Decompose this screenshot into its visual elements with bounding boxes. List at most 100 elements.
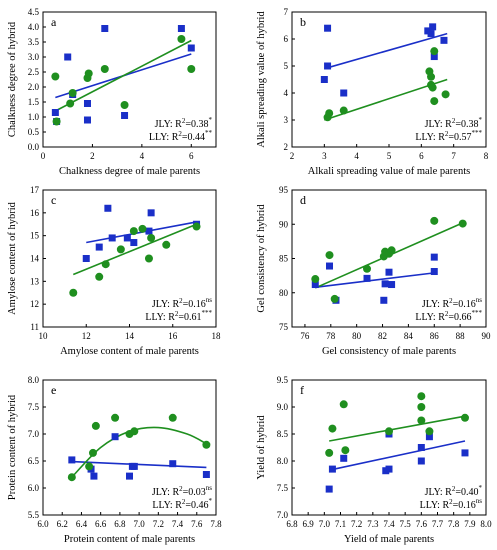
data-point-jly: [83, 116, 91, 124]
panel-f: 6.8 6.9 7.0 7.1 7.2 7.3 7.4 7.5 7.6 7.7 7.8 7.9 8.0 7…: [256, 375, 492, 545]
data-point-lly: [325, 109, 334, 118]
x-tick-label: 7.4: [172, 519, 184, 529]
r2-label: LLY: R: [415, 312, 445, 323]
data-point-lly: [330, 294, 339, 303]
panel-letter: a: [51, 15, 57, 29]
data-point-jly: [326, 262, 334, 270]
data-point-lly: [66, 99, 75, 108]
x-tick-label: 2: [90, 151, 95, 161]
y-tick-label: 75: [279, 322, 289, 332]
r2-label: JLY: R: [152, 487, 180, 498]
data-point-lly: [430, 97, 439, 106]
data-point-lly: [162, 240, 171, 249]
x-tick-label: 7.0: [319, 519, 331, 529]
data-point-jly: [417, 444, 425, 451]
x-tick-label: 7.9: [464, 519, 476, 529]
y-tick-label: 3.0: [28, 52, 40, 62]
y-tick-label: 16: [30, 208, 40, 218]
data-point-jly: [324, 24, 332, 32]
data-point-jly: [427, 30, 435, 38]
data-point-jly: [325, 485, 333, 493]
r2-significance: *: [209, 116, 213, 124]
data-point-lly: [460, 413, 469, 422]
r2-significance: ***: [472, 129, 483, 137]
data-point-jly: [51, 109, 59, 116]
fit-line-lly: [72, 223, 197, 276]
x-tick-label: 7.2: [351, 519, 362, 529]
x-tick-label: 90: [482, 331, 492, 341]
y-tick-label: 2.5: [28, 67, 40, 77]
x-tick-label: 6.6: [95, 519, 107, 529]
x-tick-label: 7.6: [416, 519, 428, 529]
r2-exponent: 2: [452, 117, 456, 125]
data-point-jly: [104, 204, 112, 212]
data-point-lly: [85, 462, 94, 471]
y-tick-label: 0.5: [28, 127, 40, 137]
x-tick-label: 7.4: [383, 519, 395, 529]
x-tick-label: 7.0: [133, 519, 145, 529]
x-tick-label: 12: [82, 331, 91, 341]
data-point-lly: [111, 413, 120, 422]
data-point-lly: [328, 424, 337, 433]
plot-frame: [42, 11, 217, 148]
r2-exponent: 2: [452, 485, 456, 493]
y-tick-label: 6.5: [28, 456, 40, 466]
x-tick-label: 16: [168, 331, 178, 341]
r2-value: =0.16: [183, 299, 206, 310]
data-point-lly: [427, 72, 436, 81]
data-point-jly: [130, 462, 138, 470]
data-point-jly: [311, 281, 319, 289]
data-point-jly: [328, 465, 336, 473]
r2-exponent: 2: [445, 130, 449, 138]
y-tick-label: 14: [30, 254, 40, 264]
y-tick-label: 3.5: [28, 37, 40, 47]
data-point-lly: [120, 101, 129, 109]
x-tick-label: 6.8: [286, 519, 298, 529]
r2-value: =0.40: [455, 487, 478, 498]
panel-letter: e: [51, 383, 56, 397]
data-point-lly: [458, 219, 467, 228]
data-point-jly: [340, 89, 348, 97]
x-tick-label: 78: [326, 331, 336, 341]
panel-e: 6.0 6.2 6.4 6.6 6.8 7.0 7.2 7.4 7.6 7.85.56.06.57…: [7, 375, 222, 545]
x-tick-label: 6.2: [57, 519, 68, 529]
x-tick-label: 7.3: [367, 519, 379, 529]
y-tick-label: 2.0: [28, 82, 40, 92]
y-tick-label: 5.5: [28, 510, 40, 520]
r2-significance: *: [479, 116, 483, 124]
y-tick-label: 9.5: [277, 375, 289, 385]
data-point-lly: [168, 413, 177, 422]
data-point-lly: [95, 272, 104, 281]
y-axis-label: Alkali spreading value of hybrid: [256, 11, 267, 148]
data-point-lly: [138, 224, 147, 233]
data-point-jly: [108, 234, 116, 242]
y-tick-label: 1.0: [28, 112, 40, 122]
r2-annotation-jly: JLY: R2=0.16ns: [422, 296, 482, 310]
r2-value: =0.03: [183, 487, 206, 498]
y-tick-label: 4.5: [28, 7, 40, 17]
fit-line-jly: [324, 32, 448, 70]
data-point-jly: [380, 296, 388, 304]
x-axis-label: Amylose content of male parents: [60, 346, 199, 357]
x-tick-label: 6: [189, 151, 194, 161]
y-tick-label: 2: [284, 142, 289, 152]
data-point-lly: [88, 448, 97, 457]
data-point-jly: [385, 268, 393, 276]
y-tick-label: 0.0: [28, 142, 40, 152]
x-tick-label: 88: [456, 331, 466, 341]
x-axis-label: Protein content of male parents: [64, 534, 195, 545]
r2-annotation-lly: LLY: R2=0.61***: [145, 309, 212, 323]
r2-value: =0.61: [178, 312, 201, 323]
r2-value: =0.57: [448, 132, 471, 143]
fit-line-lly: [329, 415, 466, 442]
data-point-jly: [101, 25, 109, 32]
data-point-lly: [67, 473, 76, 482]
y-tick-label: 15: [30, 231, 40, 241]
panel-b: 2 3 4 5 6 7 8 2 3 4 5 6 7 b Alkali spreading value of …: [256, 7, 489, 177]
fit-line-lly: [71, 426, 207, 478]
x-tick-label: 3: [322, 151, 327, 161]
panel-letter: d: [300, 193, 306, 207]
panel-letter: b: [300, 15, 306, 29]
x-tick-label: 6.9: [303, 519, 315, 529]
